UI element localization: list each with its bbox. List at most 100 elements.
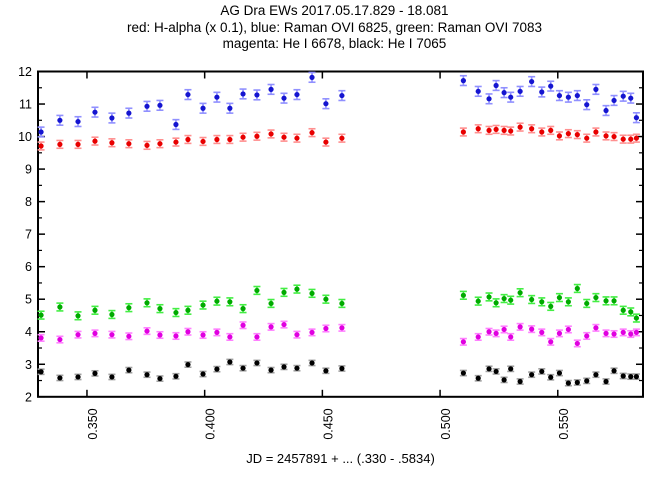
data-point	[475, 334, 481, 340]
series-he-i-6678	[37, 320, 640, 348]
data-point	[475, 298, 481, 304]
y-tick-label: 8	[25, 195, 32, 209]
data-point	[620, 93, 626, 99]
data-point	[529, 78, 535, 85]
data-point	[517, 124, 523, 130]
data-point	[157, 332, 163, 338]
data-point	[57, 336, 63, 343]
x-axis-label: JD = 2457891 + ... (.330 - .5834)	[246, 451, 435, 466]
data-point	[460, 78, 466, 84]
data-point	[309, 360, 315, 366]
data-point	[75, 332, 81, 338]
data-point	[493, 300, 499, 306]
data-point	[173, 139, 179, 145]
data-point	[38, 143, 44, 149]
data-point	[584, 300, 590, 307]
data-point	[214, 329, 220, 335]
data-point	[486, 366, 492, 372]
y-tick-label: 2	[25, 390, 32, 404]
data-point	[529, 296, 535, 303]
data-point	[75, 313, 81, 319]
y-tick-label: 5	[25, 293, 32, 307]
data-point	[603, 330, 609, 336]
data-point	[157, 141, 163, 147]
data-point	[281, 364, 287, 370]
data-point	[240, 91, 246, 97]
data-point	[593, 86, 599, 92]
data-point	[548, 303, 554, 309]
data-point	[584, 333, 590, 339]
data-point	[254, 360, 260, 366]
data-point	[240, 322, 246, 328]
data-point	[574, 285, 580, 292]
data-point	[493, 82, 499, 89]
data-point	[200, 371, 206, 377]
data-point	[57, 141, 63, 147]
data-point	[92, 370, 98, 376]
series-h-alpha-x-0-1-	[37, 122, 640, 151]
data-point	[294, 332, 300, 338]
data-point	[460, 339, 466, 345]
data-point	[240, 134, 246, 140]
data-point	[517, 378, 523, 385]
data-point	[611, 97, 617, 104]
x-tick-label: 0.500	[439, 408, 453, 439]
data-point	[339, 365, 345, 372]
data-point	[529, 326, 535, 332]
data-point	[508, 334, 514, 340]
x-tick-label: 0.400	[204, 408, 218, 439]
data-point	[539, 368, 545, 375]
data-point	[144, 142, 150, 148]
data-point	[603, 378, 609, 385]
data-point	[501, 326, 507, 333]
data-point	[214, 298, 220, 304]
data-point	[593, 325, 599, 331]
data-point	[268, 300, 274, 307]
data-point	[227, 359, 233, 365]
data-point	[323, 101, 329, 107]
y-tick-label: 3	[25, 358, 32, 372]
y-tick-label: 11	[19, 98, 32, 112]
data-point	[75, 141, 81, 147]
data-point	[529, 372, 535, 378]
data-point	[539, 299, 545, 305]
data-point	[227, 105, 233, 111]
data-point	[200, 332, 206, 338]
data-point	[611, 298, 617, 304]
data-point	[556, 330, 563, 336]
data-point	[633, 329, 640, 335]
data-point	[475, 88, 481, 94]
data-point	[185, 91, 191, 98]
data-point	[323, 325, 329, 332]
data-point	[173, 309, 179, 316]
y-tick-label: 7	[25, 228, 32, 242]
data-point	[157, 306, 163, 312]
data-point	[565, 299, 571, 305]
data-point	[38, 335, 44, 341]
data-point	[109, 140, 115, 146]
data-point	[603, 133, 609, 139]
data-point	[240, 306, 246, 312]
data-point	[126, 141, 132, 147]
data-point	[109, 115, 115, 121]
data-point	[126, 333, 132, 339]
data-point	[144, 300, 150, 306]
data-point	[628, 136, 634, 142]
data-point	[173, 333, 179, 339]
data-point	[508, 94, 514, 100]
data-point	[109, 311, 115, 318]
data-point	[109, 332, 115, 338]
data-point	[254, 92, 260, 98]
data-point	[593, 372, 599, 378]
data-point	[486, 127, 492, 133]
data-point	[556, 92, 563, 99]
data-point	[493, 126, 499, 133]
data-point	[539, 129, 545, 135]
data-point	[38, 369, 44, 375]
data-point	[486, 96, 492, 102]
data-point	[475, 126, 481, 132]
y-tick-label: 12	[18, 65, 32, 79]
data-point	[574, 379, 580, 386]
data-point	[227, 136, 233, 143]
